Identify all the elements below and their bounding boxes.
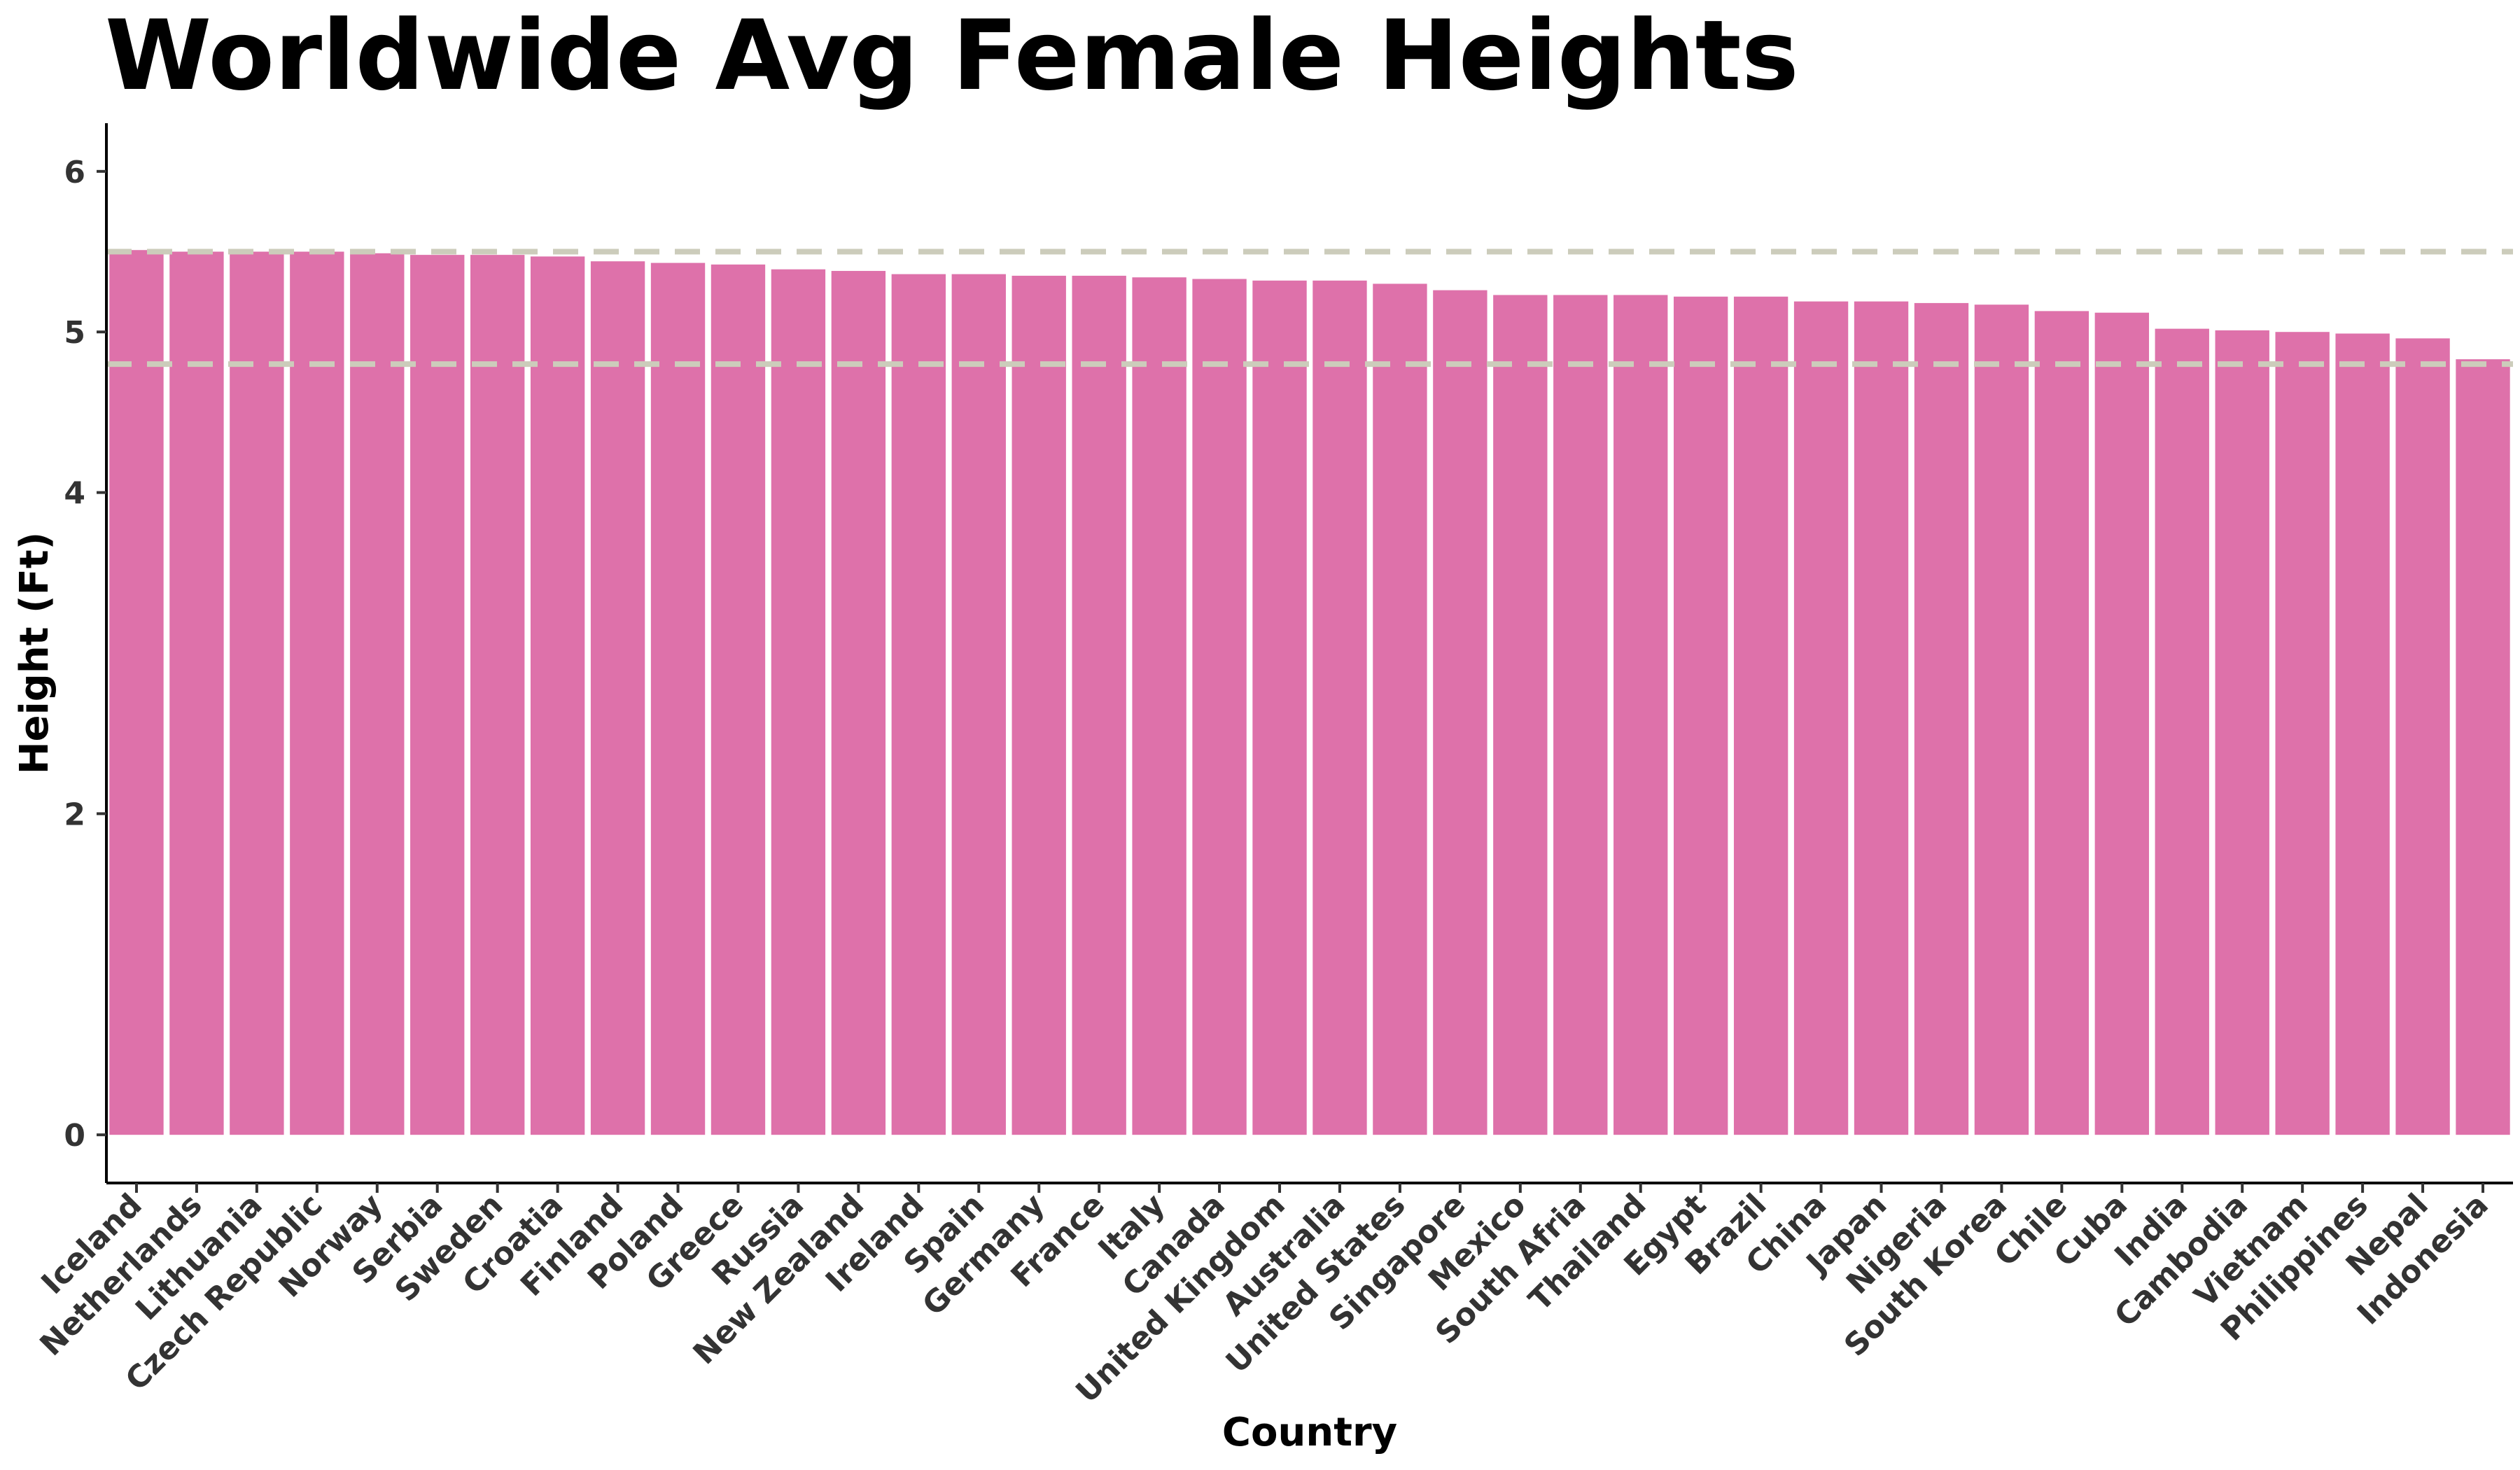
bar xyxy=(2275,332,2330,1135)
bar xyxy=(530,256,585,1135)
bar xyxy=(1132,277,1186,1135)
bar xyxy=(1553,295,1608,1135)
chart-title: Worldwide Avg Female Heights xyxy=(105,0,1799,112)
bar xyxy=(1493,295,1548,1135)
x-axis-title: Country xyxy=(1222,1410,1397,1455)
bar xyxy=(1793,301,1849,1135)
reference-lines-layer xyxy=(106,248,2513,368)
bar xyxy=(1252,280,1307,1135)
bar xyxy=(410,255,465,1135)
bar xyxy=(2155,328,2209,1135)
bar xyxy=(2395,338,2450,1135)
bar xyxy=(891,274,946,1135)
y-axis-ticks: 0 2 4 5 6 xyxy=(64,155,106,1154)
bars-layer xyxy=(109,250,2510,1135)
bar xyxy=(710,264,766,1135)
bar xyxy=(169,251,224,1135)
bar xyxy=(1914,302,1969,1135)
bar xyxy=(951,274,1006,1135)
bar xyxy=(290,251,344,1135)
bar xyxy=(1192,279,1247,1135)
bar xyxy=(2094,312,2150,1135)
y-tick-label: 5 xyxy=(64,315,85,351)
bar xyxy=(1011,275,1066,1135)
y-tick-label: 6 xyxy=(64,155,85,190)
bar xyxy=(230,251,284,1135)
bar xyxy=(350,253,405,1135)
y-axis-title: Height (Ft) xyxy=(12,532,57,774)
y-tick-label: 4 xyxy=(64,476,85,512)
bar xyxy=(771,269,826,1135)
bar xyxy=(2335,333,2390,1135)
bar xyxy=(2034,311,2090,1135)
bar xyxy=(590,261,645,1135)
bar xyxy=(650,262,706,1135)
bar xyxy=(1733,296,1788,1135)
bar xyxy=(1373,284,1427,1135)
bar xyxy=(2456,359,2510,1135)
bar xyxy=(1433,290,1488,1135)
bar xyxy=(1854,301,1909,1135)
y-tick-label: 0 xyxy=(64,1118,85,1154)
bar xyxy=(470,255,525,1135)
bar xyxy=(1673,296,1728,1135)
bar xyxy=(109,250,164,1135)
bar xyxy=(1614,295,1668,1135)
bar xyxy=(831,271,886,1135)
bar xyxy=(1072,275,1126,1135)
bar xyxy=(2215,330,2269,1135)
bar xyxy=(1312,280,1367,1135)
bar xyxy=(1974,304,2029,1135)
y-tick-label: 2 xyxy=(64,797,85,832)
